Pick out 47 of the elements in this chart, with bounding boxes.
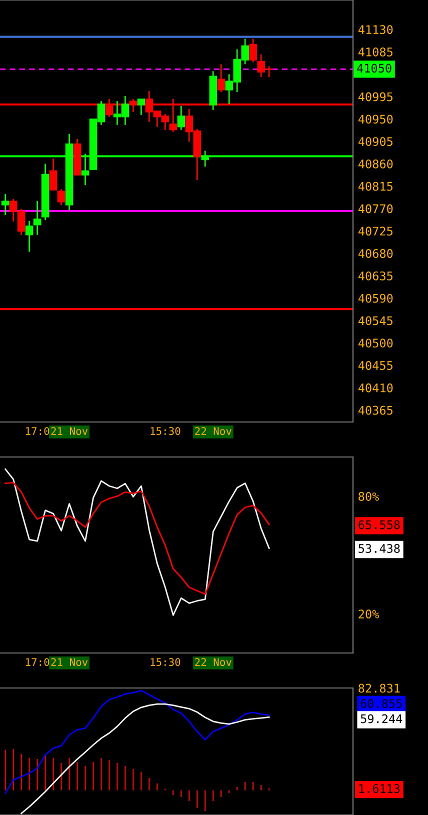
text: 60.855 xyxy=(360,699,402,708)
ref-line-label: 41050 xyxy=(357,64,392,73)
x-tick-label: 17:0 xyxy=(26,427,50,435)
text: 59.244 xyxy=(360,714,402,724)
candlestick xyxy=(137,98,146,116)
y-tick-label: 40725 xyxy=(358,226,392,236)
y-tick-label: 40500 xyxy=(358,338,393,348)
y-tick-label: 40770 xyxy=(358,204,393,214)
y-tick-label: 40815 xyxy=(358,182,392,191)
y-tick-label: 40635 xyxy=(358,271,392,280)
candlestick xyxy=(57,188,66,206)
x-tick-label: 21 Nov xyxy=(51,427,88,435)
y-tick-label: 40995 xyxy=(358,92,392,102)
x-tick-label: 15:30 xyxy=(150,658,180,666)
x-tick-label: 15:30 xyxy=(150,427,180,435)
candlestick xyxy=(177,105,186,131)
line-series xyxy=(4,468,270,616)
y-tick-label: 40905 xyxy=(358,137,392,146)
y-tick-label: 40950 xyxy=(358,114,393,124)
line-series xyxy=(4,482,270,595)
candlestick xyxy=(25,220,34,252)
y-tick-label: 41130 xyxy=(358,25,393,34)
y-tick-label: 53.438 xyxy=(358,544,400,553)
x-tick-label: 17:0 xyxy=(26,658,50,666)
y-tick-label: 82.831 xyxy=(358,684,400,693)
y-tick-label: 40590 xyxy=(358,294,393,303)
line-series xyxy=(4,690,270,794)
x-tick-label: 22 Nov xyxy=(195,658,232,666)
y-tick-label: 20% xyxy=(358,610,379,618)
y-tick-label: 65.558 xyxy=(358,520,400,530)
candlestick xyxy=(1,193,10,216)
y-tick-label: 40410 xyxy=(358,383,393,392)
candlestick xyxy=(217,63,225,93)
y-tick-label: 40365 xyxy=(358,406,392,415)
candlestick xyxy=(49,158,58,191)
y-tick-label: 40680 xyxy=(358,249,393,258)
x-tick-label: 21 Nov xyxy=(51,658,88,666)
y-tick-label: 40455 xyxy=(358,361,392,370)
y-tick-label: 40545 xyxy=(358,316,392,326)
line-series xyxy=(20,703,270,814)
candlestick xyxy=(249,38,257,63)
candlestick xyxy=(33,200,42,236)
y-tick-label: 1.6113 xyxy=(359,784,400,793)
x-tick-label: 22 Nov xyxy=(195,427,232,435)
y-tick-label: 40860 xyxy=(358,159,393,168)
y-tick-label: 80% xyxy=(358,492,379,501)
y-tick-label: 41085 xyxy=(358,48,392,56)
